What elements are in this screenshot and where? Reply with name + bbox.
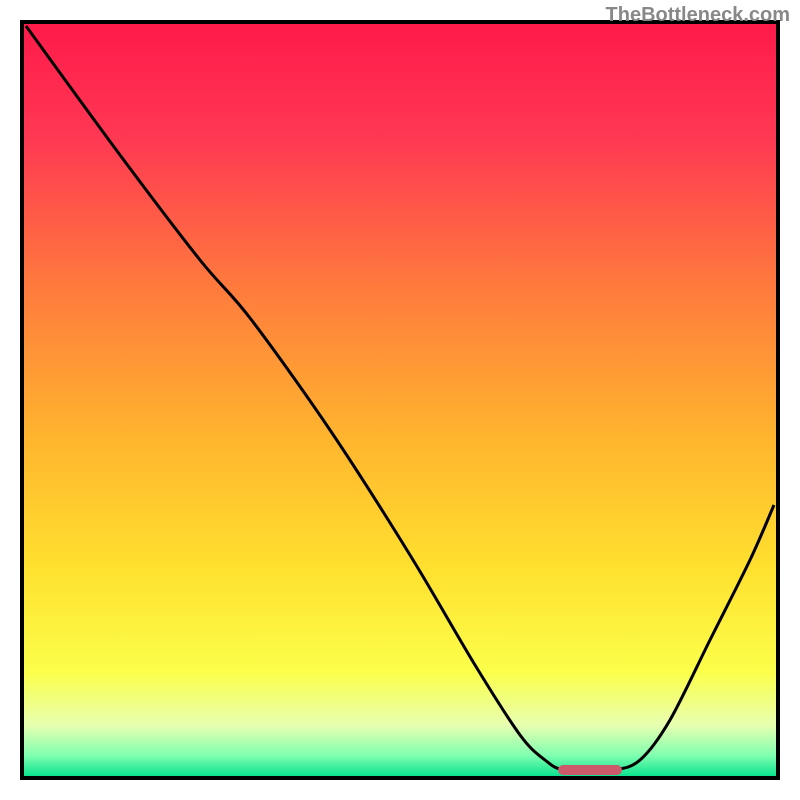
watermark-text: TheBottleneck.com — [606, 4, 790, 27]
optimal-marker — [558, 765, 622, 775]
bottleneck-chart — [0, 0, 800, 800]
chart-svg — [0, 0, 800, 800]
plot-background — [22, 22, 778, 778]
